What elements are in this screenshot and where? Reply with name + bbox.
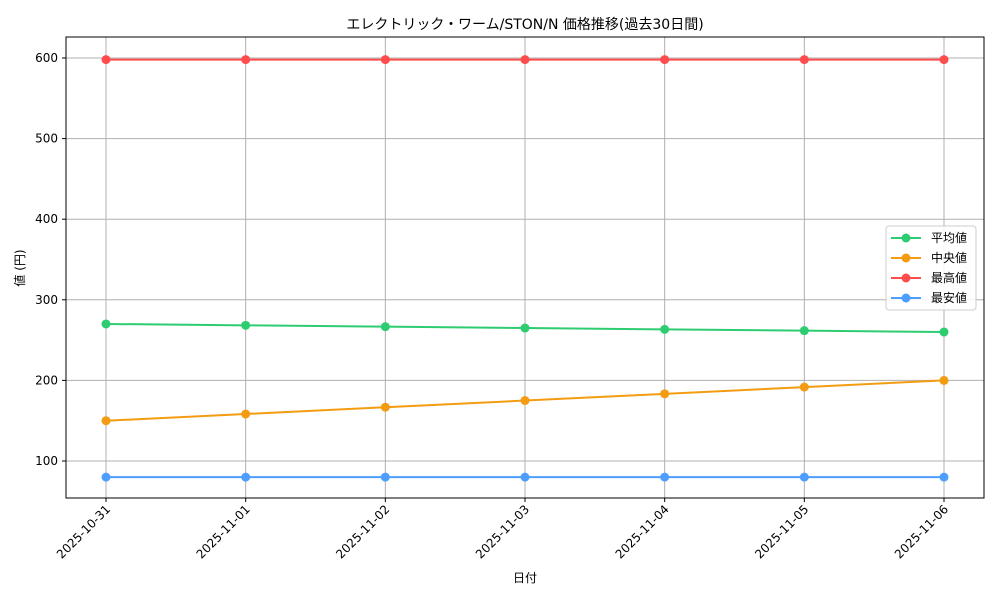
data-point <box>939 375 949 385</box>
x-tick-label: 2025-11-06 <box>892 502 951 561</box>
x-tick-label: 2025-10-31 <box>54 502 113 561</box>
x-axis-label: 日付 <box>513 571 537 585</box>
legend-item: 最安値 <box>891 290 967 305</box>
series-最高値 <box>101 55 949 65</box>
legend-item: 平均値 <box>891 230 967 245</box>
data-point <box>799 326 809 336</box>
legend-label: 平均値 <box>931 230 967 245</box>
series-中央値 <box>101 375 949 426</box>
data-point <box>939 327 949 337</box>
series-lines <box>101 55 949 482</box>
x-tick-label: 2025-11-05 <box>752 502 811 561</box>
data-point <box>799 55 809 65</box>
data-point <box>799 472 809 482</box>
data-point <box>101 416 111 426</box>
legend-item: 最高値 <box>891 270 967 285</box>
data-point <box>101 55 111 65</box>
x-tick-label: 2025-11-01 <box>194 502 253 561</box>
data-point <box>241 409 251 419</box>
data-point <box>520 396 530 406</box>
x-tick-label: 2025-11-03 <box>473 502 532 561</box>
y-tick-label: 400 <box>35 212 58 226</box>
data-point <box>660 55 670 65</box>
x-tick-label: 2025-11-02 <box>333 502 392 561</box>
x-tick-label: 2025-11-04 <box>613 502 672 561</box>
data-point <box>939 55 949 65</box>
data-point <box>520 472 530 482</box>
data-point <box>241 55 251 65</box>
data-point <box>380 402 390 412</box>
chart-title: エレクトリック・ワーム/STON/N 価格推移(過去30日間) <box>346 17 703 33</box>
data-point <box>380 472 390 482</box>
data-point <box>660 324 670 334</box>
data-point <box>101 319 111 329</box>
legend-item: 中央値 <box>891 250 967 265</box>
y-tick-label: 200 <box>35 373 58 387</box>
legend-label: 最安値 <box>931 290 967 305</box>
y-tick-label: 300 <box>35 293 58 307</box>
data-point <box>660 389 670 399</box>
data-point <box>380 322 390 332</box>
data-point <box>799 382 809 392</box>
data-point <box>380 55 390 65</box>
data-point <box>241 472 251 482</box>
x-axis-ticks: 2025-10-31 2025-11-01 2025-11-02 2025-11-03… <box>54 498 951 561</box>
legend-box <box>885 225 977 311</box>
series-平均値 <box>101 319 949 337</box>
y-tick-label: 500 <box>35 132 58 146</box>
data-point <box>520 55 530 65</box>
y-axis-label: 値 (円) <box>12 249 27 286</box>
y-tick-label: 100 <box>35 454 58 468</box>
data-point <box>520 323 530 333</box>
series-最安値 <box>101 472 949 482</box>
grid-lines <box>66 37 984 498</box>
y-axis-ticks: 100 200 300 400 500 600 <box>35 51 66 468</box>
data-point <box>660 472 670 482</box>
y-tick-label: 600 <box>35 51 58 65</box>
legend-label: 最高値 <box>931 270 967 285</box>
legend-label: 中央値 <box>931 250 967 265</box>
data-point <box>241 320 251 330</box>
data-point <box>939 472 949 482</box>
data-point <box>101 472 111 482</box>
